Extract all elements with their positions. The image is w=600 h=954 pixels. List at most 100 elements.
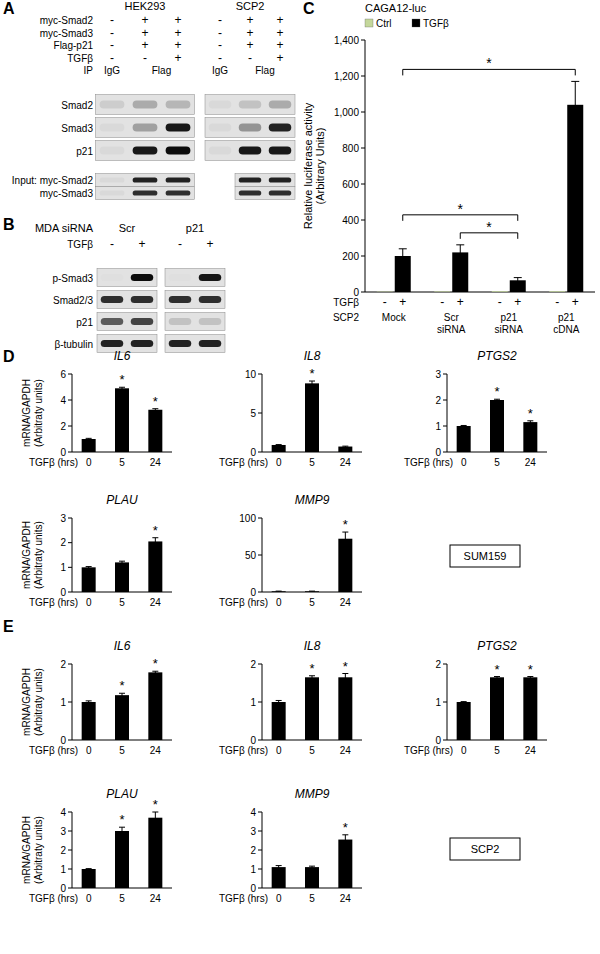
y-tick	[361, 220, 365, 221]
y-tick-label: 0	[250, 735, 256, 746]
y-tick-label: 0	[435, 735, 441, 746]
error-bar	[152, 538, 158, 545]
plot-area	[457, 399, 538, 452]
plot-area	[377, 81, 584, 292]
cell-line-box	[450, 838, 520, 860]
bar	[148, 541, 162, 592]
group-label: SCP2	[333, 312, 360, 323]
blot-strip	[205, 141, 295, 161]
band	[199, 318, 222, 325]
significance-star: *	[528, 662, 533, 677]
error-cap	[86, 868, 92, 869]
bar	[338, 539, 352, 592]
y-axis-label: (Arbitraty units)	[33, 668, 44, 736]
y-tick-label: 6	[60, 369, 66, 380]
y-tick	[258, 374, 262, 375]
error-bar	[514, 278, 522, 283]
x-axis-label: TGFβ (hrs)	[404, 457, 453, 468]
category-label: siRNA	[495, 324, 524, 335]
condition-sign: -	[110, 51, 114, 65]
error-bar	[276, 866, 282, 869]
error-bar	[309, 381, 315, 386]
blot-strip	[96, 118, 195, 138]
y-tick-label: 2	[60, 421, 66, 432]
condition-label: myc-Smad3	[40, 28, 94, 39]
chart-title: PTGS2	[477, 349, 517, 363]
category-label: 0	[461, 745, 467, 756]
chart-title: IL8	[304, 349, 321, 363]
cell-line-box	[450, 545, 520, 567]
y-tick	[443, 702, 447, 703]
category-label: 0	[86, 893, 92, 904]
blot-title: MDA siRNA	[35, 222, 94, 234]
band	[239, 124, 262, 132]
y-tick-label: 1	[60, 864, 66, 875]
bar	[549, 291, 565, 292]
bar	[272, 867, 286, 888]
y-tick-label: 0	[250, 587, 256, 598]
legend-label: TGFβ	[423, 18, 449, 29]
y-tick	[68, 812, 72, 813]
treatment-sign: +	[514, 295, 521, 309]
significance-star: *	[486, 55, 492, 71]
error-bar	[527, 421, 533, 424]
significance-star: *	[343, 659, 348, 674]
bar	[148, 410, 162, 452]
error-bar	[456, 245, 464, 260]
cell-line-label: SCP2	[471, 843, 500, 855]
bar	[272, 591, 286, 592]
band	[166, 147, 191, 155]
bar	[272, 445, 286, 452]
y-tick-label: 0	[250, 883, 256, 894]
x-axis-label: TGFβ (hrs)	[29, 893, 78, 904]
bar	[492, 291, 508, 292]
category-label: 24	[340, 457, 352, 468]
band	[199, 340, 222, 347]
y-tick	[258, 850, 262, 851]
band	[131, 274, 154, 281]
error-cap	[399, 263, 407, 264]
y-tick	[443, 664, 447, 665]
y-tick	[258, 518, 262, 519]
band	[131, 296, 154, 303]
bar	[490, 677, 504, 740]
category-label: cDNA	[553, 324, 579, 335]
y-tick	[68, 664, 72, 665]
treatment-sign: +	[572, 295, 579, 309]
y-tick-label: 3	[250, 826, 256, 837]
band	[133, 124, 158, 132]
plot-area	[272, 835, 353, 888]
plot-area	[82, 538, 163, 592]
error-cap	[342, 446, 348, 447]
category-label: 24	[150, 597, 162, 608]
error-cap	[86, 700, 92, 701]
error-bar	[461, 425, 467, 426]
chart-title: PLAU	[106, 493, 138, 507]
chart-title: CAGA12-luc	[365, 2, 427, 14]
treatment-sign: -	[440, 295, 444, 309]
condition-sign: +	[276, 51, 283, 65]
y-tick	[443, 740, 447, 741]
category-label: 0	[86, 597, 92, 608]
y-tick-label: 2	[60, 537, 66, 548]
y-tick-label: 3	[60, 826, 66, 837]
y-tick-label: 1,200	[334, 71, 359, 82]
legend-label: Ctrl	[376, 18, 392, 29]
bar	[115, 562, 129, 592]
row-label: Smad3	[61, 123, 93, 134]
error-line	[402, 249, 403, 263]
category-label: 5	[119, 745, 125, 756]
bar	[148, 672, 162, 740]
treatment-sign: -	[383, 295, 387, 309]
error-cap	[456, 244, 464, 245]
x-axis-label: TGFβ (hrs)	[404, 745, 453, 756]
y-tick-label: 4	[60, 395, 66, 406]
ip-label: IP	[84, 65, 94, 76]
blot-strip	[165, 313, 225, 331]
y-tick	[68, 888, 72, 889]
y-tick	[258, 664, 262, 665]
y-axis	[72, 374, 73, 452]
group-label: SCP2	[236, 0, 265, 12]
error-bar	[342, 532, 348, 545]
significance-star: *	[486, 219, 492, 235]
